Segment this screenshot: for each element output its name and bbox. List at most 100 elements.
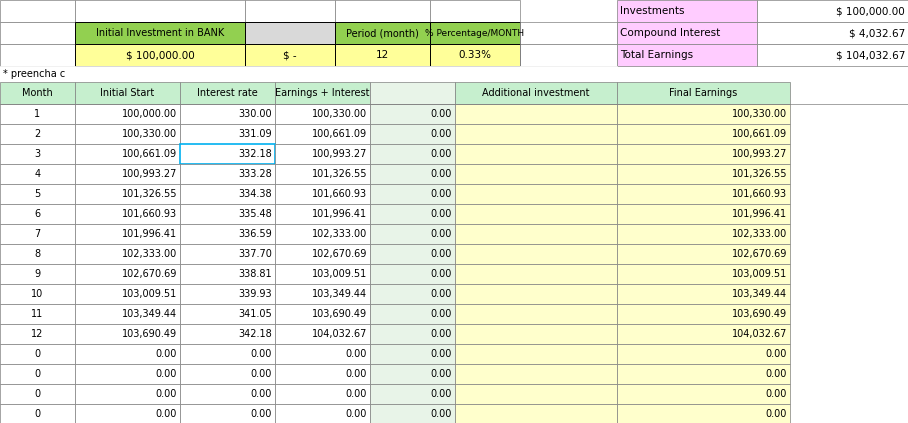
Bar [180, 124, 275, 144]
Bar [0, 304, 75, 324]
Bar [180, 384, 275, 404]
Bar [275, 384, 370, 404]
Text: 6: 6 [35, 209, 41, 219]
Bar [275, 164, 370, 184]
Bar [617, 404, 790, 423]
Text: 0.00: 0.00 [346, 409, 367, 419]
Text: 102,670.69: 102,670.69 [732, 249, 787, 259]
Bar [757, 44, 908, 66]
Bar [370, 384, 455, 404]
Text: $ 4,032.67: $ 4,032.67 [849, 28, 905, 38]
Bar [455, 384, 617, 404]
Text: 341.05: 341.05 [238, 309, 272, 319]
Text: 0.00: 0.00 [765, 409, 787, 419]
Text: 12: 12 [376, 50, 390, 60]
Text: 342.18: 342.18 [238, 329, 272, 339]
Bar [370, 144, 455, 164]
Text: 100,330.00: 100,330.00 [311, 109, 367, 119]
Bar [370, 184, 455, 204]
Text: 0: 0 [35, 369, 41, 379]
Text: 0.33%: 0.33% [459, 50, 491, 60]
Text: 0: 0 [35, 349, 41, 359]
Bar [275, 304, 370, 324]
Bar [75, 404, 180, 423]
Bar [180, 264, 275, 284]
Bar [455, 144, 617, 164]
Text: 3: 3 [35, 149, 41, 159]
Bar [617, 284, 790, 304]
Bar [245, 22, 335, 44]
Bar [275, 264, 370, 284]
Bar [370, 264, 455, 284]
Bar [275, 324, 370, 344]
Text: 339.93: 339.93 [239, 289, 272, 299]
Bar [455, 264, 617, 284]
Bar [180, 244, 275, 264]
Bar [0, 224, 75, 244]
Bar [75, 224, 180, 244]
Text: 101,326.55: 101,326.55 [732, 169, 787, 179]
Text: 11: 11 [32, 309, 44, 319]
Text: 4: 4 [35, 169, 41, 179]
Text: 100,661.09: 100,661.09 [311, 129, 367, 139]
Text: 0.00: 0.00 [155, 349, 177, 359]
Text: 101,326.55: 101,326.55 [122, 189, 177, 199]
Bar [180, 364, 275, 384]
Bar [430, 0, 520, 22]
Bar [0, 82, 75, 104]
Text: 0.00: 0.00 [430, 289, 452, 299]
Bar [180, 284, 275, 304]
Bar [370, 224, 455, 244]
Bar [75, 144, 180, 164]
Bar [75, 344, 180, 364]
Bar [617, 224, 790, 244]
Text: 0.00: 0.00 [430, 209, 452, 219]
Text: $ 100,000.00: $ 100,000.00 [836, 6, 905, 16]
Bar [0, 364, 75, 384]
Bar [75, 304, 180, 324]
Bar [75, 264, 180, 284]
Bar [180, 82, 275, 104]
Text: 0.00: 0.00 [430, 329, 452, 339]
Text: 101,996.41: 101,996.41 [732, 209, 787, 219]
Bar [455, 164, 617, 184]
Text: 102,333.00: 102,333.00 [122, 249, 177, 259]
Text: 100,661.09: 100,661.09 [122, 149, 177, 159]
Bar [617, 364, 790, 384]
Bar [617, 144, 790, 164]
Text: 0.00: 0.00 [251, 389, 272, 399]
Text: 100,993.27: 100,993.27 [311, 149, 367, 159]
Text: 0: 0 [35, 389, 41, 399]
Bar [0, 384, 75, 404]
Bar [617, 244, 790, 264]
Text: 8: 8 [35, 249, 41, 259]
Text: 332.18: 332.18 [238, 149, 272, 159]
Text: 0.00: 0.00 [251, 409, 272, 419]
Text: Initial Investment in BANK: Initial Investment in BANK [96, 28, 224, 38]
Bar [0, 144, 75, 164]
Text: 336.59: 336.59 [238, 229, 272, 239]
Text: 101,326.55: 101,326.55 [311, 169, 367, 179]
Text: % Percentage/MONTH: % Percentage/MONTH [426, 28, 525, 38]
Bar [370, 344, 455, 364]
Bar [0, 22, 75, 44]
Text: 0.00: 0.00 [430, 149, 452, 159]
Bar [520, 22, 617, 44]
Bar [370, 404, 455, 423]
Bar [0, 184, 75, 204]
Bar [75, 244, 180, 264]
Bar [370, 164, 455, 184]
Bar [617, 324, 790, 344]
Bar [455, 204, 617, 224]
Bar [0, 104, 75, 124]
Bar [275, 284, 370, 304]
Text: $ 104,032.67: $ 104,032.67 [835, 50, 905, 60]
Bar [455, 304, 617, 324]
Text: 100,330.00: 100,330.00 [122, 129, 177, 139]
Bar [0, 124, 75, 144]
Bar [0, 66, 617, 82]
Bar [275, 104, 370, 124]
Text: 101,660.93: 101,660.93 [122, 209, 177, 219]
Bar [455, 364, 617, 384]
Text: 0.00: 0.00 [430, 249, 452, 259]
